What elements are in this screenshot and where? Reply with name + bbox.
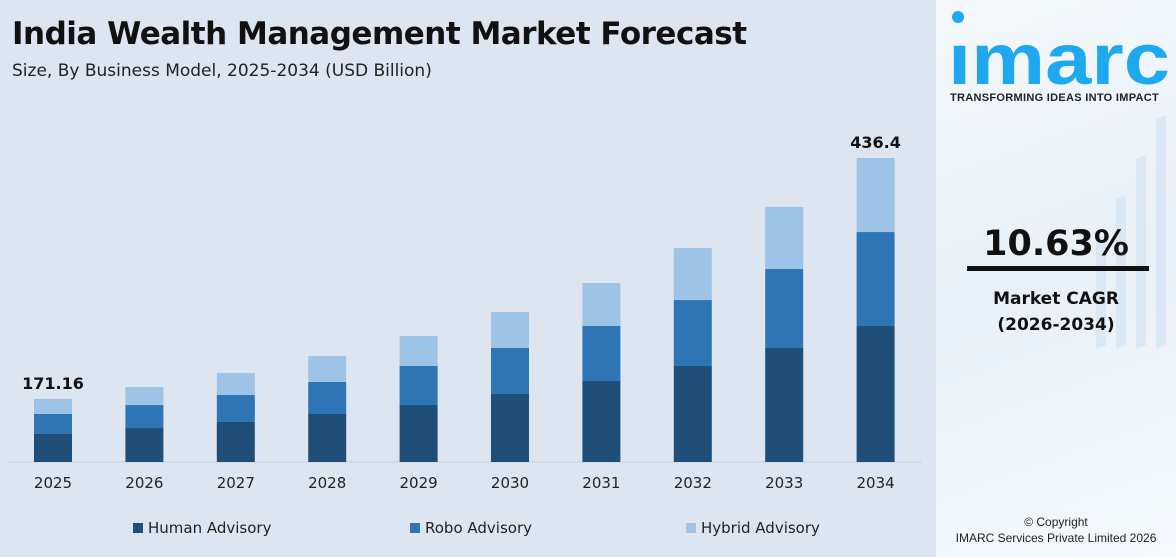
bar-segment-human-advisory-2025: [34, 433, 72, 462]
bar-segment-hybrid-advisory-2026: [125, 387, 164, 406]
cagr-label: Market CAGR (2026-2034): [936, 286, 1176, 338]
x-tick-label: 2028: [308, 474, 346, 492]
x-tick-label: 2030: [491, 474, 529, 492]
legend-label: Human Advisory: [148, 519, 272, 537]
cagr-label-text: Market CAGR: [993, 289, 1119, 309]
imarc-logo: ımarc: [948, 11, 1170, 90]
legend-item: Robo Advisory: [410, 519, 532, 537]
bar-segment-robo-advisory-2034: [856, 232, 895, 327]
bar-segment-hybrid-advisory-2029: [399, 335, 438, 367]
x-tick-label: 2027: [217, 474, 255, 492]
tagline: TRANSFORMING IDEAS INTO IMPACT: [950, 92, 1160, 104]
bar-segment-human-advisory-2030: [491, 393, 529, 462]
x-tick-label: 2029: [400, 474, 438, 492]
info-panel: ımarc TRANSFORMING IDEAS INTO IMPACT 10.…: [936, 0, 1176, 557]
legend-swatch: [686, 523, 696, 533]
cagr-period: (2026-2034): [997, 315, 1115, 335]
bar-segment-hybrid-advisory-2033: [765, 206, 804, 269]
bar-segment-hybrid-advisory-2031: [582, 283, 621, 327]
legend-item: Human Advisory: [133, 519, 271, 537]
copyright-text: © Copyright: [1024, 515, 1088, 529]
legend-label: Hybrid Advisory: [701, 519, 820, 537]
bar-segment-hybrid-advisory-2025: [34, 398, 72, 414]
bar-segment-robo-advisory-2029: [399, 366, 438, 405]
bar-segment-human-advisory-2034: [856, 326, 895, 462]
bar-segment-human-advisory-2028: [308, 414, 347, 462]
bar-segment-robo-advisory-2033: [765, 268, 804, 348]
x-tick-label: 2025: [34, 474, 72, 492]
divider: [967, 266, 1149, 271]
x-tick-label: 2031: [582, 474, 620, 492]
legend-swatch: [410, 523, 420, 533]
bar-segment-hybrid-advisory-2034: [856, 157, 895, 233]
bar-segment-robo-advisory-2027: [216, 394, 255, 422]
x-tick-label: 2026: [125, 474, 163, 492]
bar-segment-human-advisory-2027: [216, 421, 255, 462]
stacked-bar-chart: 2025 171.16 2026 2027 2028 2029 2030 2031 2032 20…: [8, 133, 922, 492]
legend-label: Robo Advisory: [425, 519, 532, 537]
bar-segment-human-advisory-2026: [125, 428, 164, 462]
bar-segment-robo-advisory-2030: [491, 348, 529, 394]
bar-segment-human-advisory-2031: [582, 381, 621, 462]
svg-text:ımarc: ımarc: [948, 20, 1170, 90]
bar-segment-hybrid-advisory-2028: [308, 355, 347, 382]
bar-segment-hybrid-advisory-2032: [673, 248, 712, 301]
bar-segment-robo-advisory-2031: [582, 326, 621, 382]
chart-panel: India Wealth Management Market Forecast …: [0, 0, 936, 557]
x-tick-label: 2032: [674, 474, 712, 492]
legend-swatch: [133, 523, 143, 533]
bar-segment-robo-advisory-2028: [308, 381, 347, 415]
bar-segment-robo-advisory-2026: [125, 405, 164, 429]
chart-subtitle: Size, By Business Model, 2025-2034 (USD …: [12, 61, 432, 81]
bar-segment-human-advisory-2029: [399, 404, 438, 462]
data-label: 171.16: [22, 374, 84, 393]
copyright: © Copyright IMARC Services Private Limit…: [936, 514, 1176, 546]
cagr-value: 10.63%: [983, 224, 1129, 264]
company-name: IMARC Services Private Limited 2026: [955, 531, 1157, 545]
bar-segment-human-advisory-2033: [765, 347, 804, 462]
bar-segment-hybrid-advisory-2030: [491, 311, 529, 349]
legend-item: Hybrid Advisory: [686, 519, 820, 537]
bar-segment-hybrid-advisory-2027: [216, 372, 255, 395]
bar-segment-human-advisory-2032: [673, 366, 712, 462]
data-label: 436.4: [850, 133, 901, 152]
chart-title: India Wealth Management Market Forecast: [12, 16, 747, 52]
x-tick-label: 2034: [857, 474, 895, 492]
bar-segment-robo-advisory-2025: [34, 413, 72, 434]
bar-segment-robo-advisory-2032: [673, 300, 712, 367]
x-tick-label: 2033: [765, 474, 803, 492]
